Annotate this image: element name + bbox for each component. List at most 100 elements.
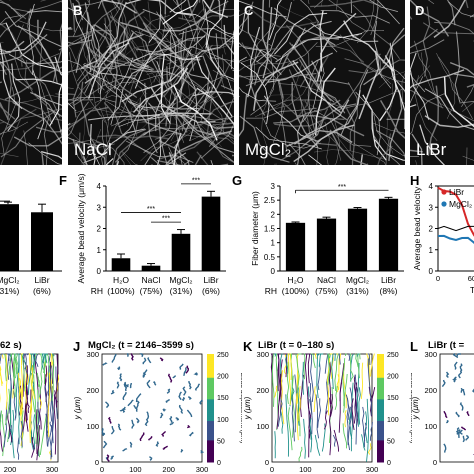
fiber-strand	[10, 0, 62, 12]
bead-track	[307, 398, 310, 458]
fiber-strand	[353, 143, 386, 165]
bar-MgCl₂	[347, 208, 368, 271]
bead-track	[144, 418, 149, 427]
fiber-strand	[72, 139, 85, 165]
bead-track	[298, 386, 301, 422]
rh-prefix-label: RH	[265, 286, 277, 296]
colorbar-segment	[207, 371, 214, 374]
bead-track	[285, 353, 289, 374]
fiber-strand	[223, 24, 234, 56]
bead-track	[298, 446, 303, 462]
fiber-strand	[169, 0, 187, 13]
fiber-strand	[43, 116, 50, 165]
x-tick-label: 0	[100, 465, 104, 474]
bead-track	[188, 381, 192, 390]
bead-track	[169, 421, 174, 426]
bead-track	[460, 426, 467, 431]
y-tick-label: 100	[424, 422, 437, 431]
significance-marker: ***	[192, 177, 200, 184]
bead-track	[313, 386, 317, 413]
colorbar-segment	[377, 425, 384, 428]
panel-label-l: L	[410, 339, 418, 354]
bead-track	[355, 353, 359, 368]
fiber-strand	[165, 53, 191, 118]
fiber-strand	[92, 150, 100, 165]
bead-track	[349, 369, 354, 382]
colorbar-segment	[377, 446, 384, 450]
fiber-strand	[174, 154, 187, 165]
bead-track	[314, 434, 321, 456]
fiber-strand	[410, 69, 465, 89]
bead-track	[162, 445, 168, 450]
fiber-strand	[388, 59, 405, 130]
bead-track	[29, 384, 33, 437]
bead-track	[55, 353, 59, 408]
fiber-strand	[105, 100, 175, 118]
fiber-strand	[175, 114, 183, 165]
fiber-strand	[173, 85, 218, 141]
plot-frame	[439, 353, 474, 463]
fiber-strand	[81, 38, 124, 91]
bead-track	[334, 353, 339, 392]
fiber-strand	[410, 65, 431, 89]
significance-marker: ***	[338, 184, 346, 191]
fiber-strand	[230, 29, 234, 70]
bead-track	[179, 363, 184, 370]
fiber-strand	[148, 102, 168, 165]
colorbar-segment	[207, 375, 214, 379]
fiber-strand	[72, 0, 91, 37]
fiber-strand	[0, 60, 7, 76]
bead-track	[277, 398, 283, 427]
fiber-strand	[314, 15, 365, 63]
bead-track	[443, 443, 447, 453]
colorbar-segment	[377, 401, 384, 405]
fiber-strand	[150, 87, 212, 115]
y-axis-label: Average bead velocity (μm/s)	[76, 173, 86, 283]
fiber-strand	[178, 28, 234, 40]
y-tick-label: 3	[429, 203, 434, 212]
colorbar-segment	[377, 375, 384, 379]
fiber-strand	[382, 34, 405, 64]
bead-track	[10, 425, 15, 459]
fiber-strand	[128, 0, 158, 36]
bead-track	[200, 450, 205, 454]
fiber-strand	[296, 115, 305, 165]
fiber-strand	[267, 52, 333, 83]
colorbar-segment	[207, 408, 214, 411]
fiber-strand	[239, 54, 281, 64]
fiber-strand	[41, 150, 62, 160]
y-tick-label: 3	[271, 182, 276, 191]
fiber-strand	[461, 40, 474, 107]
series-line-mgcl2	[437, 234, 474, 245]
y-axis-label: Average bead velocity	[412, 186, 422, 270]
fiber-strand	[275, 163, 277, 165]
bead-track	[446, 419, 449, 424]
fiber-strand	[166, 152, 187, 165]
bead-track	[110, 455, 114, 460]
fiber-strand	[195, 119, 234, 154]
fiber-strand	[34, 93, 62, 139]
x-tick-label: MgCl₂	[0, 275, 20, 285]
bead-track	[34, 353, 39, 362]
fiber-strand	[254, 15, 280, 80]
bead-track	[159, 412, 164, 419]
colorbar-segment	[377, 395, 384, 398]
rh-label: (100%)	[107, 286, 135, 296]
fiber-strand	[68, 137, 100, 147]
bead-track	[327, 353, 330, 386]
fiber-strand	[79, 81, 99, 151]
colorbar-segment	[377, 390, 384, 394]
fiber-strand	[130, 90, 197, 119]
bead-track	[356, 353, 360, 357]
bar-LiBr	[31, 212, 53, 271]
colorbar-segment	[377, 438, 384, 441]
fiber-strand	[424, 88, 474, 130]
fiber-strand	[0, 61, 30, 89]
colorbar-segment	[207, 358, 214, 361]
colorbar-segment	[377, 386, 384, 390]
bead-track	[37, 401, 40, 427]
y-tick-label: 2.5	[264, 196, 276, 205]
fiber-strand	[419, 124, 446, 165]
bead-track	[303, 418, 306, 459]
legend-entry: MgCl₂	[449, 199, 472, 209]
